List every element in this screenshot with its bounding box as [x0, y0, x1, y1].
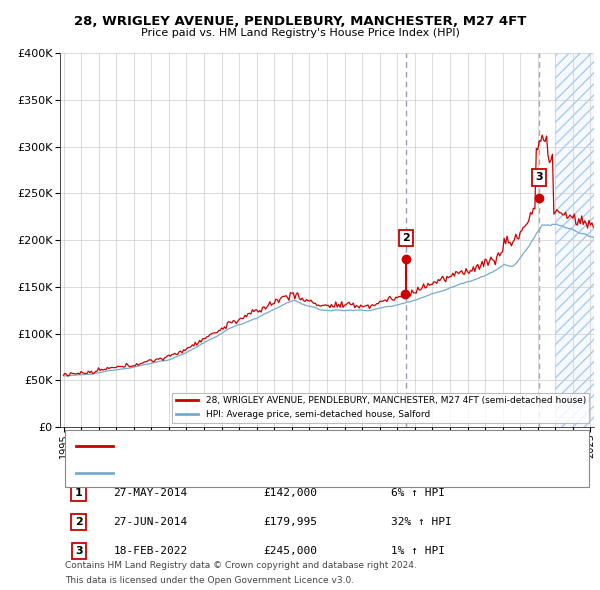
Text: 3: 3 — [535, 172, 543, 182]
Text: 1: 1 — [75, 488, 83, 498]
Text: HPI: Average price, semi-detached house, Salford: HPI: Average price, semi-detached house,… — [124, 468, 366, 477]
Text: 28, WRIGLEY AVENUE, PENDLEBURY, MANCHESTER, M27 4FT: 28, WRIGLEY AVENUE, PENDLEBURY, MANCHEST… — [74, 15, 526, 28]
Text: 28, WRIGLEY AVENUE, PENDLEBURY, MANCHESTER, M27 4FT (semi-detached house): 28, WRIGLEY AVENUE, PENDLEBURY, MANCHEST… — [124, 441, 538, 451]
Bar — [556, 53, 599, 427]
FancyBboxPatch shape — [65, 430, 589, 487]
Text: £179,995: £179,995 — [263, 517, 317, 527]
Legend: 28, WRIGLEY AVENUE, PENDLEBURY, MANCHESTER, M27 4FT (semi-detached house), HPI: : 28, WRIGLEY AVENUE, PENDLEBURY, MANCHEST… — [172, 393, 589, 422]
Text: 2: 2 — [75, 517, 83, 527]
Text: Contains HM Land Registry data © Crown copyright and database right 2024.: Contains HM Land Registry data © Crown c… — [65, 560, 417, 570]
Text: 32% ↑ HPI: 32% ↑ HPI — [391, 517, 452, 527]
Text: £245,000: £245,000 — [263, 546, 317, 556]
Text: 6% ↑ HPI: 6% ↑ HPI — [391, 488, 445, 498]
Text: 27-MAY-2014: 27-MAY-2014 — [113, 488, 188, 498]
Text: Price paid vs. HM Land Registry's House Price Index (HPI): Price paid vs. HM Land Registry's House … — [140, 28, 460, 38]
Bar — [556, 53, 599, 427]
Text: 27-JUN-2014: 27-JUN-2014 — [113, 517, 188, 527]
Text: £142,000: £142,000 — [263, 488, 317, 498]
Text: 1% ↑ HPI: 1% ↑ HPI — [391, 546, 445, 556]
Text: This data is licensed under the Open Government Licence v3.0.: This data is licensed under the Open Gov… — [65, 576, 355, 585]
Text: 3: 3 — [75, 546, 83, 556]
Text: 2: 2 — [402, 233, 410, 243]
Text: 18-FEB-2022: 18-FEB-2022 — [113, 546, 188, 556]
